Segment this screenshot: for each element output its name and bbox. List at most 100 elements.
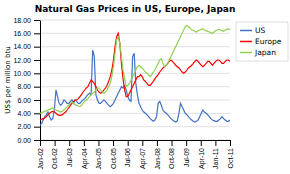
series-line <box>40 25 230 113</box>
x-tick-mark <box>215 140 216 146</box>
y-tick-label: 10.00 <box>13 70 31 77</box>
y-axis-line <box>40 21 41 141</box>
y-tick: 6.00 <box>17 97 40 104</box>
title: Natural Gas Prices in US, Europe, Japan <box>35 4 236 14</box>
x-tick-mark <box>142 140 143 146</box>
x-tick-mark <box>128 140 129 146</box>
x-tick: Jul-06 <box>124 140 131 167</box>
y-tick-mark <box>34 140 40 141</box>
y-tick: 16.00 <box>13 30 40 37</box>
x-tick: Oct-08 <box>168 140 175 169</box>
x-axis-line <box>41 140 231 141</box>
y-tick-mark <box>34 33 40 34</box>
x-tick-mark <box>172 140 173 146</box>
y-tick: 8.00 <box>17 83 40 90</box>
grid <box>40 20 230 140</box>
plot: 0.00 2.00 4.00 6.00 8.00 10.00 12.00 14.00 16.00… <box>13 17 233 170</box>
x-tick-mark <box>69 140 70 146</box>
y-tick: 14.00 <box>13 43 40 50</box>
grid-line <box>40 86 230 87</box>
y-tick: 0.00 <box>17 137 40 144</box>
y-tick-label: 2.00 <box>17 123 31 130</box>
y-axis-title: US$ per million btu <box>4 46 12 113</box>
y-tick: 18.00 <box>13 17 40 24</box>
y-tick-mark <box>34 127 40 128</box>
legend-item: Japan <box>240 48 276 57</box>
y-tick-mark <box>34 87 40 88</box>
y-tick-mark <box>34 20 40 21</box>
y-tick-mark <box>34 100 40 101</box>
x-tick-mark <box>157 140 158 146</box>
x-tick: Jan-11 <box>212 140 219 169</box>
grid-line <box>40 100 230 101</box>
x-tick: Jan-08 <box>154 140 161 169</box>
y-tick-mark <box>34 47 40 48</box>
x-tick-mark <box>201 140 202 146</box>
x-tick-label: Oct-08 <box>168 148 175 169</box>
x-tick-label: Jul-06 <box>124 148 131 167</box>
x-tick-label: Jan-02 <box>37 148 44 170</box>
y-tick-mark <box>34 73 40 74</box>
x-tick: Jul-03 <box>66 140 73 167</box>
x-axis: Jan-02 Oct-02 Jul-03 Apr-04 Jan-05 Oct-05 Jul-… <box>37 140 234 169</box>
x-tick-mark <box>186 140 187 146</box>
x-tick: Jan-05 <box>95 140 102 169</box>
x-tick-label: Oct-02 <box>51 148 58 169</box>
y-tick-label: 8.00 <box>17 83 31 90</box>
y-tick-label: 0.00 <box>17 137 31 144</box>
x-tick-label: Oct-05 <box>110 148 117 169</box>
x-tick-mark <box>40 140 41 146</box>
legend-label: Japan <box>254 48 276 57</box>
legend-label: Europe <box>255 37 282 46</box>
x-tick-mark <box>113 140 114 146</box>
x-tick: Apr-04 <box>81 140 89 169</box>
x-tick: Oct-11 <box>227 140 234 169</box>
x-tick-mark <box>98 140 99 146</box>
x-tick: Oct-02 <box>51 140 58 169</box>
x-tick: Oct-05 <box>110 140 117 169</box>
x-tick-label: Jan-11 <box>212 148 219 169</box>
chart: 0.00 2.00 4.00 6.00 8.00 10.00 12.00 14.00 16.00… <box>0 0 290 174</box>
y-tick-label: 6.00 <box>17 97 31 104</box>
y-tick: 4.00 <box>17 110 40 117</box>
x-tick-label: Oct-11 <box>227 148 234 169</box>
x-tick: Jan-02 <box>37 140 44 169</box>
y-tick-label: 18.00 <box>13 17 31 24</box>
x-tick-mark <box>230 140 231 146</box>
legend-swatch <box>240 41 252 43</box>
y-tick: 12.00 <box>13 57 40 64</box>
y-tick: 2.00 <box>17 123 40 130</box>
legend-item: Europe <box>240 37 282 46</box>
x-tick: Apr-10 <box>198 140 206 169</box>
series-group <box>40 25 230 125</box>
x-tick-label: Apr-07 <box>139 148 147 169</box>
y-tick-mark <box>34 60 40 61</box>
legend-swatch <box>240 30 252 32</box>
y-tick-label: 14.00 <box>13 43 31 50</box>
legend: US Europe Japan <box>236 22 288 61</box>
grid-line <box>40 20 230 21</box>
x-tick-label: Jan-08 <box>154 148 161 170</box>
y-tick: 10.00 <box>13 70 40 77</box>
grid-line <box>40 33 230 34</box>
x-tick: Jul-09 <box>183 140 190 167</box>
y-tick-label: 4.00 <box>17 110 31 117</box>
x-tick-mark <box>84 140 85 146</box>
y-tick-label: 12.00 <box>13 57 31 64</box>
grid-line <box>40 126 230 127</box>
series-line <box>40 33 230 120</box>
legend-label: US <box>255 26 265 35</box>
y-axis: 0.00 2.00 4.00 6.00 8.00 10.00 12.00 14.00 16.00… <box>13 17 40 144</box>
y-tick-mark <box>34 113 40 114</box>
x-tick: Apr-07 <box>139 140 147 169</box>
x-tick-label: Apr-04 <box>81 148 89 169</box>
legend-swatch <box>240 52 252 54</box>
series-line <box>40 50 230 125</box>
x-tick-label: Jan-05 <box>95 148 102 170</box>
x-tick-mark <box>55 140 56 146</box>
x-tick-label: Jul-03 <box>66 148 73 167</box>
y-tick-label: 16.00 <box>13 30 31 37</box>
x-tick-label: Apr-10 <box>198 148 206 169</box>
legend-item: US <box>240 26 265 35</box>
legend-frame <box>236 22 288 61</box>
